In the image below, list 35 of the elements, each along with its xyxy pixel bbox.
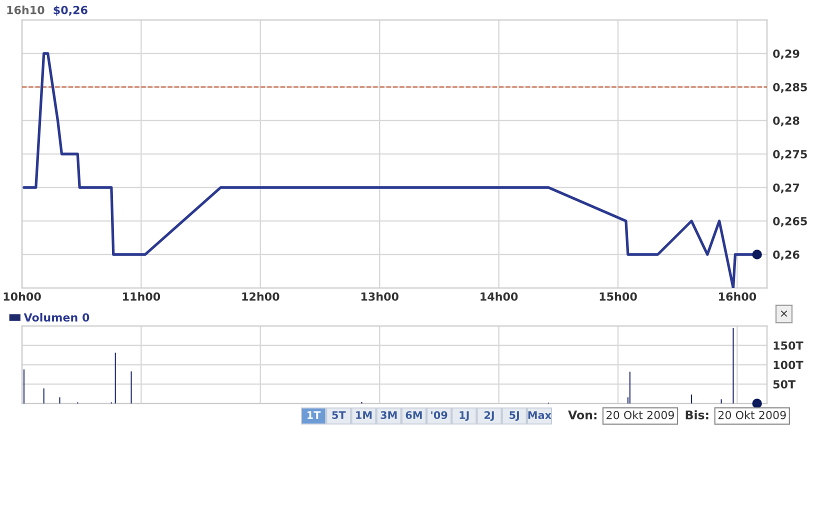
text: 1M bbox=[356, 411, 372, 419]
y-tick-label: 0,265 bbox=[773, 216, 807, 227]
y-tick-label: 100T bbox=[774, 360, 804, 370]
text: 1J bbox=[460, 411, 469, 421]
x-tick-label: 13h00 bbox=[361, 292, 398, 301]
text: 6M bbox=[406, 411, 422, 420]
legend-label: Volumen 0 bbox=[24, 313, 90, 322]
y-tick-label: 0,275 bbox=[773, 150, 807, 160]
x-tick-label: 10h00 bbox=[4, 292, 41, 301]
text: 3M bbox=[380, 411, 397, 420]
x-tick-label: 11h00 bbox=[123, 292, 160, 301]
y-tick-label: 50T bbox=[773, 380, 796, 389]
text: Bis: bbox=[686, 410, 708, 420]
y-tick-label: 0,285 bbox=[773, 82, 807, 93]
x-tick-label: 15h00 bbox=[600, 292, 637, 301]
text: × bbox=[780, 310, 788, 317]
y-tick-label: 0,26 bbox=[773, 250, 800, 260]
text: 5T bbox=[332, 411, 346, 420]
y-tick-label: 0,27 bbox=[773, 183, 800, 194]
text: '09 bbox=[431, 411, 448, 420]
text: 1T bbox=[308, 411, 321, 419]
y-tick-label: 150T bbox=[774, 341, 804, 350]
text: Von: bbox=[568, 410, 596, 420]
text: 5J bbox=[510, 411, 519, 421]
x-tick-label: 14h00 bbox=[480, 292, 518, 301]
text: $0,26 bbox=[54, 6, 88, 16]
text: 16h10 bbox=[7, 6, 44, 14]
text: 20 Okt 2009 bbox=[718, 410, 786, 420]
y-tick-label: 0,29 bbox=[773, 49, 800, 60]
x-tick-label: 12h00 bbox=[242, 292, 280, 301]
y-tick-label: 0,28 bbox=[773, 116, 800, 126]
text: Max bbox=[528, 411, 552, 420]
x-tick-label: 16h00 bbox=[719, 292, 756, 301]
text: 20 Okt 2009 bbox=[606, 410, 674, 420]
text: 2J bbox=[484, 411, 494, 421]
